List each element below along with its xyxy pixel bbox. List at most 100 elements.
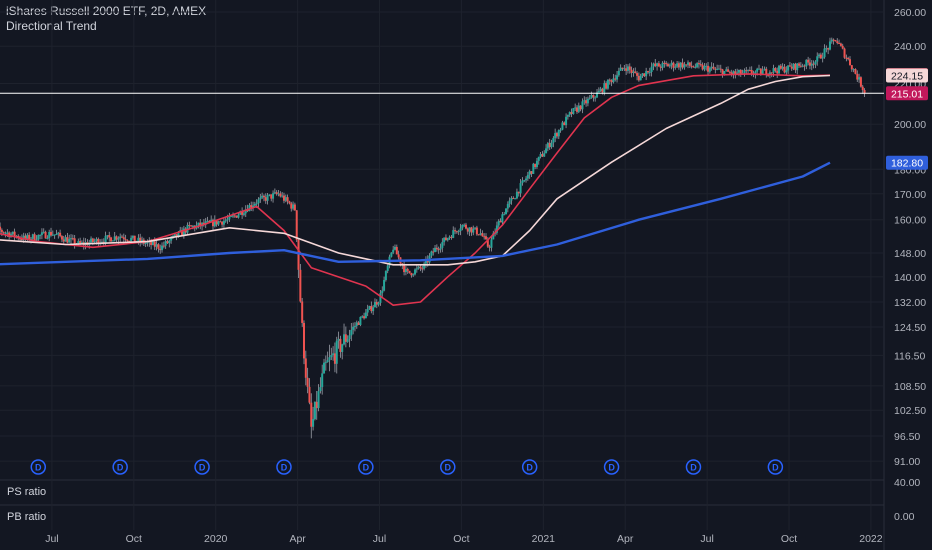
candle-body xyxy=(676,63,679,67)
candle-body xyxy=(90,238,93,243)
candle-body xyxy=(368,306,371,309)
candle-body xyxy=(481,233,484,237)
dividend-label: D xyxy=(608,463,615,473)
candle-body xyxy=(625,68,628,71)
candle-body xyxy=(464,224,467,229)
candle-body xyxy=(302,322,305,359)
price-tag-text: 224.15 xyxy=(891,70,923,82)
dividend-label: D xyxy=(363,463,370,473)
candle-body xyxy=(6,232,9,234)
candle-body xyxy=(404,268,407,273)
y-tick-label: 260.00 xyxy=(894,7,926,19)
candle-body xyxy=(164,241,167,246)
candle-body xyxy=(654,63,657,67)
candle-body xyxy=(734,71,737,75)
candle-body xyxy=(301,301,304,323)
candle-body xyxy=(696,63,699,68)
candle-body xyxy=(838,42,841,44)
dividend-label: D xyxy=(772,463,779,473)
candle-body xyxy=(333,353,336,364)
candle-body xyxy=(19,238,22,240)
candle-body xyxy=(350,329,353,336)
candle-body xyxy=(810,63,813,66)
candle-body xyxy=(199,222,202,227)
candle-body xyxy=(188,224,191,226)
candle-body xyxy=(517,191,520,194)
candle-body xyxy=(0,226,2,230)
candle-body xyxy=(657,63,660,67)
candle-body xyxy=(781,66,784,69)
candle-body xyxy=(51,234,54,236)
candle-body xyxy=(541,154,544,157)
candle-body xyxy=(677,63,680,68)
candle-body xyxy=(233,215,236,217)
candle-body xyxy=(763,68,766,71)
candle-body xyxy=(530,171,533,174)
candle-body xyxy=(130,237,133,242)
candle-body xyxy=(801,65,804,67)
candle-body xyxy=(395,246,398,255)
candle-body xyxy=(668,65,671,67)
candle-body xyxy=(799,65,802,67)
candle-body xyxy=(594,97,597,99)
candle-body xyxy=(304,358,307,378)
candle-body xyxy=(68,238,71,243)
candle-body xyxy=(798,63,801,66)
candle-body xyxy=(308,386,311,403)
candle-body xyxy=(861,86,864,91)
candle-body xyxy=(825,48,828,50)
candle-body xyxy=(275,192,278,194)
candle-body xyxy=(652,63,655,67)
candle-body xyxy=(586,98,589,104)
candle-body xyxy=(341,344,344,353)
candle-body xyxy=(816,56,819,62)
candle-body xyxy=(774,68,777,71)
candle-body xyxy=(257,199,260,204)
candle-body xyxy=(286,197,289,202)
candle-body xyxy=(110,237,113,242)
candle-body xyxy=(790,66,793,69)
candle-body xyxy=(366,308,369,313)
candle-body xyxy=(446,238,449,241)
x-tick-label: 2021 xyxy=(532,533,556,545)
candle-body xyxy=(574,107,577,109)
candle-body xyxy=(599,88,602,92)
candle-body xyxy=(608,79,611,81)
candle-body xyxy=(321,373,324,388)
candle-body xyxy=(8,232,11,237)
candle-body xyxy=(230,216,233,218)
candle-body xyxy=(279,193,282,197)
candle-body xyxy=(455,231,458,233)
candle-body xyxy=(353,325,356,327)
candle-body xyxy=(588,97,591,99)
candle-body xyxy=(315,401,318,409)
dividend-label: D xyxy=(526,463,533,473)
candle-body xyxy=(450,236,453,238)
candle-body xyxy=(383,280,386,291)
candle-body xyxy=(845,57,848,59)
candle-body xyxy=(656,63,659,67)
candle-body xyxy=(159,248,162,251)
candle-body xyxy=(619,67,622,71)
candle-body xyxy=(144,243,147,245)
candle-body xyxy=(273,192,276,194)
candle-body xyxy=(577,105,580,112)
candle-body xyxy=(439,247,442,250)
candle-body xyxy=(80,242,83,244)
candle-body xyxy=(381,290,384,294)
candle-body xyxy=(272,193,275,199)
candle-body xyxy=(490,239,493,248)
candle-body xyxy=(115,236,118,240)
candle-body xyxy=(181,230,184,236)
candle-body xyxy=(317,391,320,409)
y-tick-label: 116.50 xyxy=(894,350,925,362)
candle-body xyxy=(783,66,786,73)
price-tag-text: 215.01 xyxy=(891,88,923,100)
y-tick-label: 108.50 xyxy=(894,381,926,393)
candle-body xyxy=(393,246,396,250)
y-tick-label: 140.00 xyxy=(894,272,926,284)
candle-body xyxy=(264,197,267,201)
candle-body xyxy=(632,71,635,73)
candle-body xyxy=(685,64,688,66)
